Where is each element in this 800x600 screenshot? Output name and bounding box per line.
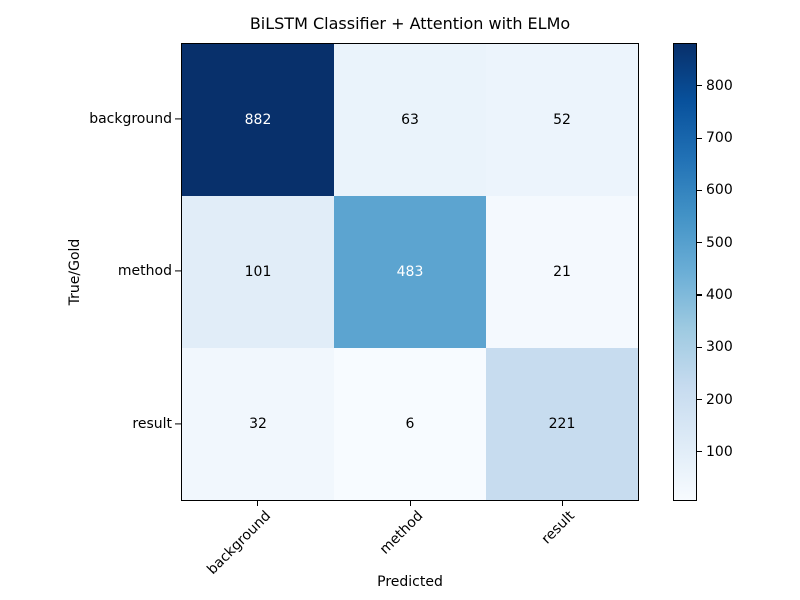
x-axis-label: Predicted [377, 574, 443, 590]
colorbar-tick-mark [697, 189, 702, 191]
colorbar-tick: 700 [697, 129, 733, 147]
heatmap-cell: 483 [334, 196, 486, 348]
colorbar-tick-mark [697, 346, 702, 348]
x-tick-mark [410, 501, 412, 506]
colorbar-tick: 300 [697, 338, 733, 356]
x-tick-label-background: background [204, 508, 275, 578]
colorbar-tick: 100 [697, 443, 733, 461]
y-tick-label-result: result [132, 416, 172, 432]
heatmap-cell: 221 [486, 348, 638, 500]
colorbar-tick-mark [697, 85, 702, 87]
colorbar-tick-label: 300 [706, 339, 733, 356]
heatmap-cell: 32 [182, 348, 334, 500]
y-tick-mark [175, 423, 181, 425]
colorbar-tick-mark [697, 242, 702, 244]
colorbar-gradient [673, 43, 697, 501]
colorbar-tick-mark [697, 294, 702, 296]
y-tick-label-method: method [117, 263, 172, 279]
heatmap-cell: 101 [182, 196, 334, 348]
colorbar-tick-label: 600 [706, 182, 733, 199]
colorbar-tick-mark [697, 137, 702, 139]
heatmap-cell: 882 [182, 44, 334, 196]
x-tick-mark [562, 501, 564, 506]
x-tick-label-result: result [538, 508, 579, 548]
colorbar-tick-label: 400 [706, 287, 733, 303]
x-tick-mark [257, 501, 259, 506]
colorbar-tick: 400 [697, 286, 733, 304]
colorbar-tick-label: 500 [706, 234, 733, 251]
heatmap-cell: 63 [334, 44, 486, 196]
colorbar-tick: 800 [697, 77, 733, 95]
colorbar-tick-mark [697, 399, 702, 401]
y-tick-mark [175, 270, 181, 272]
colorbar-tick-label: 200 [706, 391, 733, 408]
colorbar-tick-label: 800 [706, 77, 733, 94]
y-tick-label-background: background [89, 111, 172, 127]
colorbar-tick: 600 [697, 181, 733, 199]
y-axis-label: True/Gold [67, 238, 83, 306]
heatmap-plot-area: 882 63 52 101 483 21 32 6 221 [181, 43, 639, 501]
y-tick-mark [175, 118, 181, 120]
heatmap-cell: 6 [334, 348, 486, 500]
colorbar-tick-mark [697, 451, 702, 453]
x-tick-label-method: method [376, 508, 427, 558]
chart-title: BiLSTM Classifier + Attention with ELMo [249, 14, 571, 33]
colorbar-tick: 500 [697, 234, 733, 252]
colorbar-tick-label: 100 [706, 443, 733, 460]
heatmap-cell: 21 [486, 196, 638, 348]
colorbar-tick-label: 700 [706, 130, 733, 147]
colorbar-tick: 200 [697, 391, 733, 409]
heatmap-cell: 52 [486, 44, 638, 196]
